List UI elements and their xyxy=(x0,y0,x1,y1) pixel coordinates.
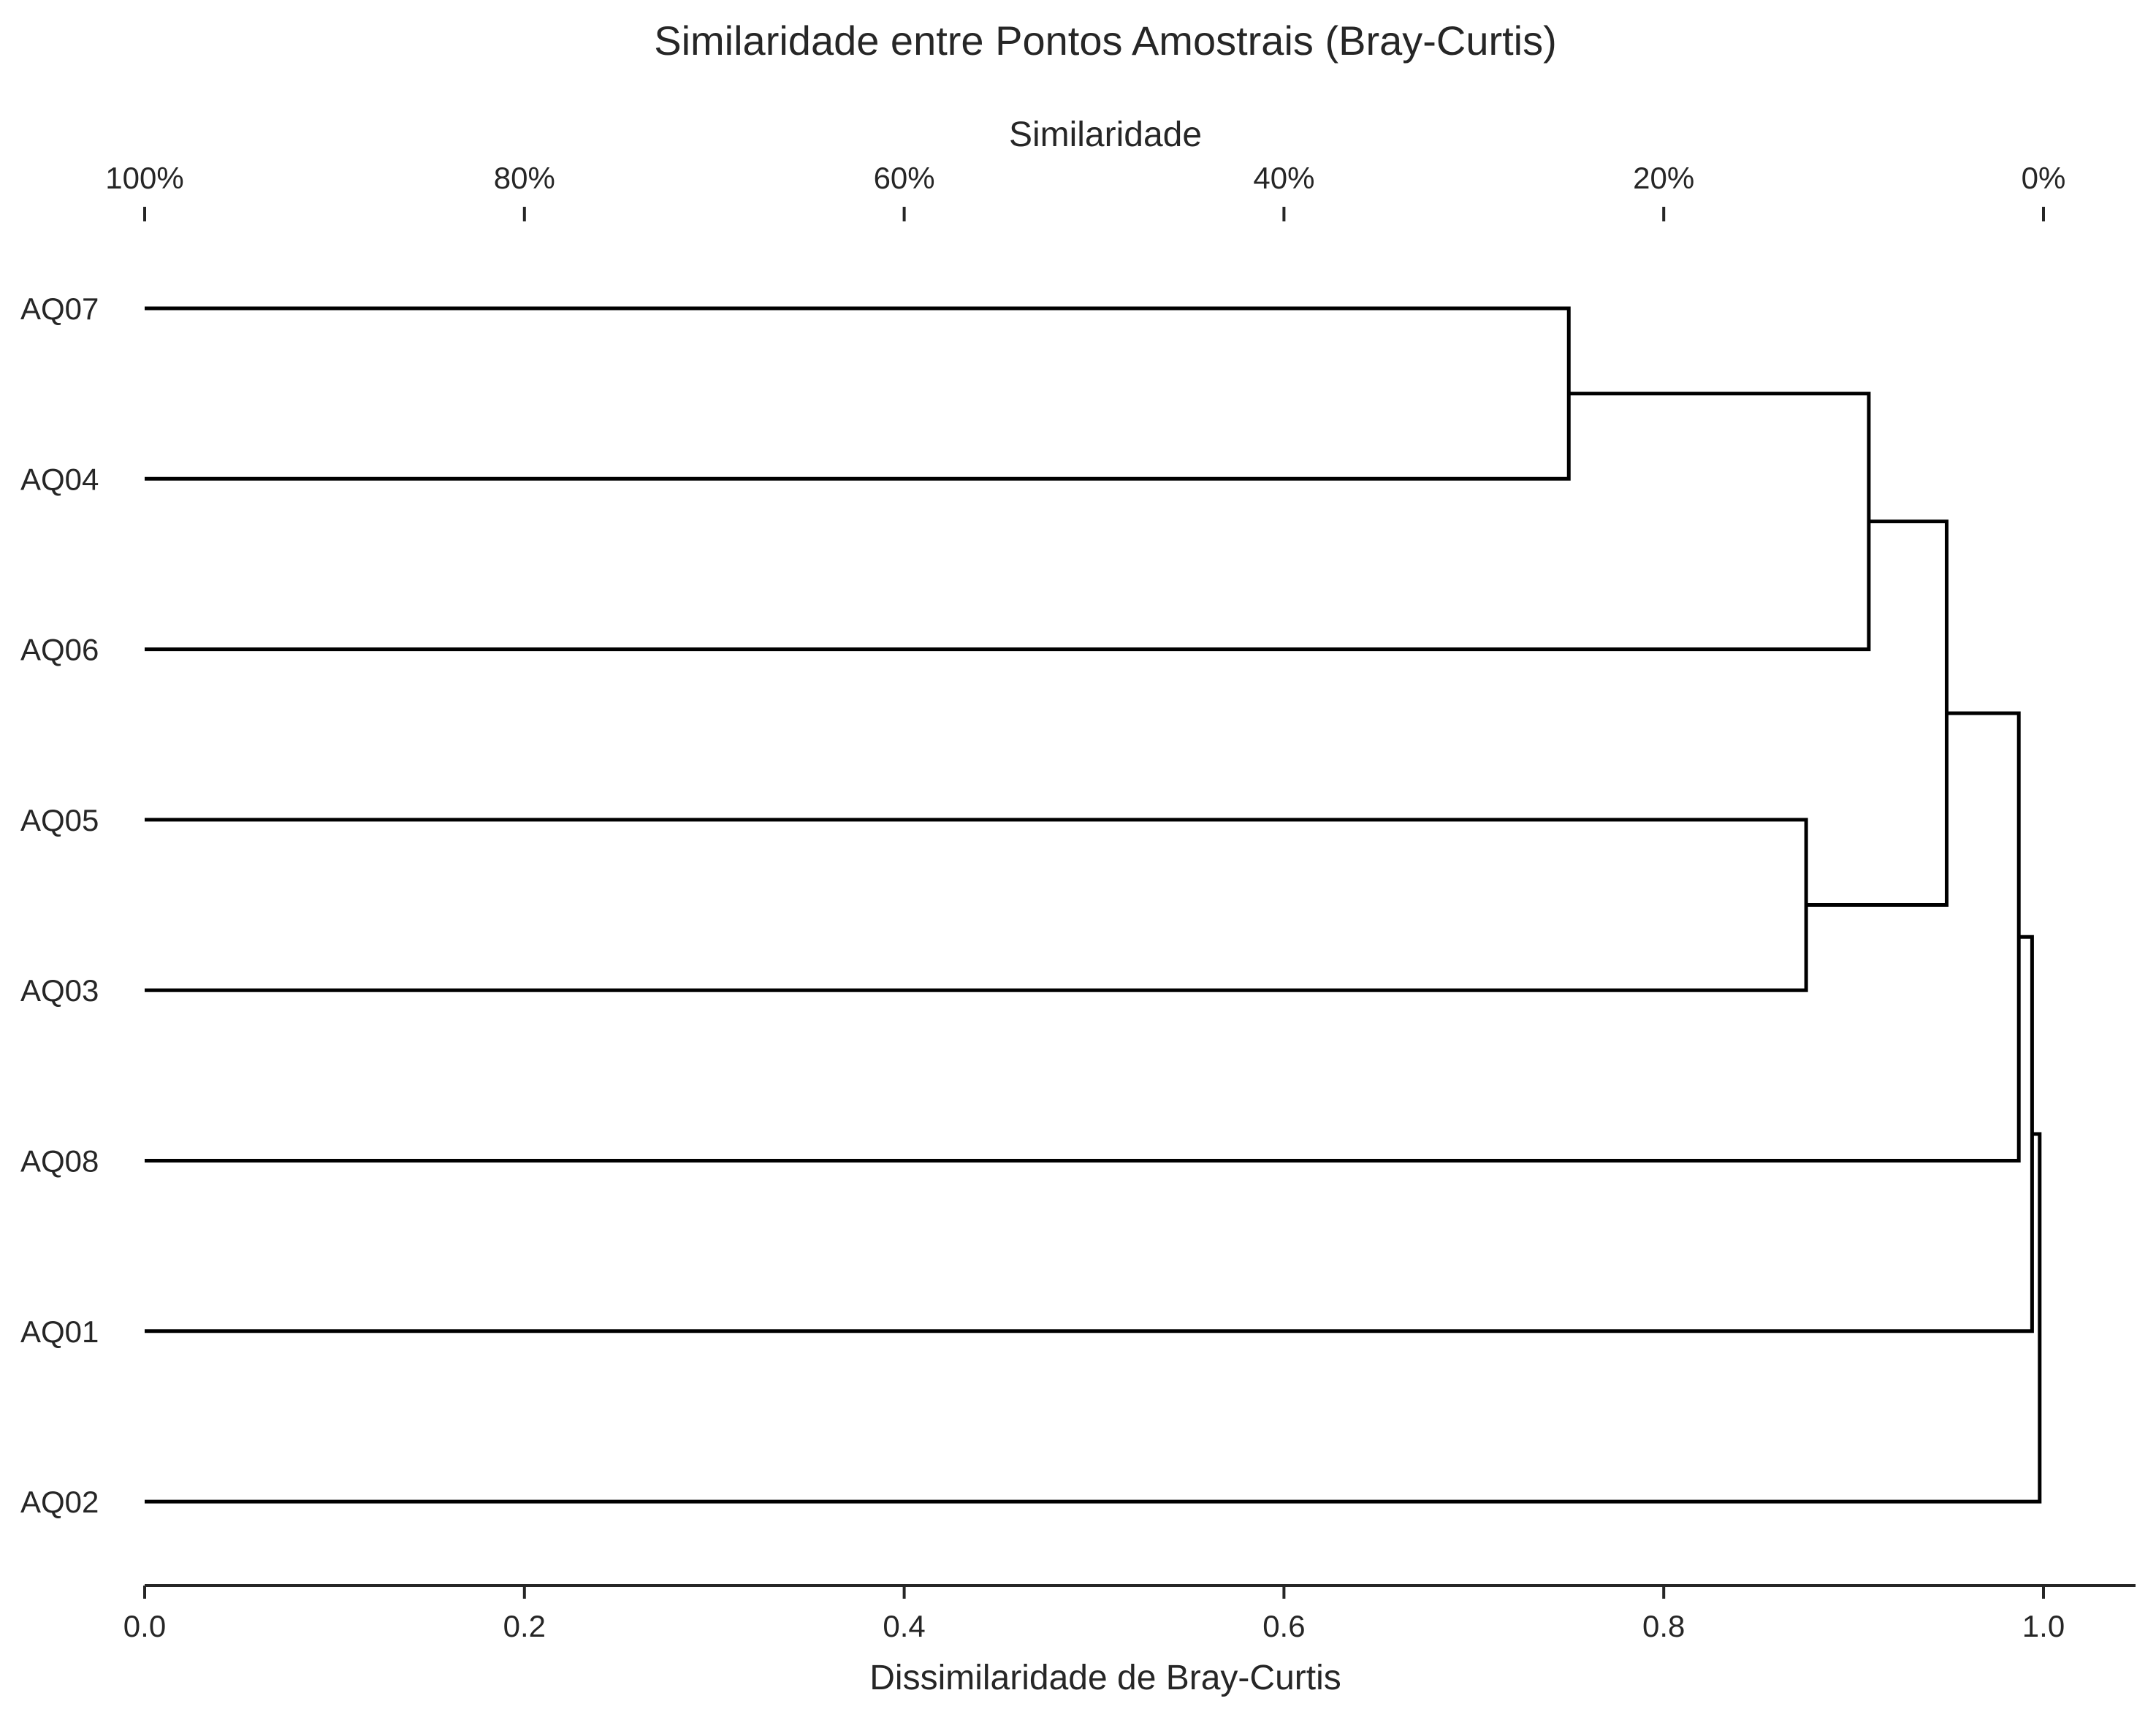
top-tick-label: 80% xyxy=(494,161,555,195)
dendrogram-link xyxy=(145,818,1808,992)
dendrogram-link xyxy=(145,306,1571,481)
dendrogram-link xyxy=(145,711,2021,1162)
top-tick-label: 40% xyxy=(1253,161,1314,195)
dendrogram-link xyxy=(145,1132,2042,1504)
leaf-label: AQ04 xyxy=(20,462,99,496)
leaf-label: AQ01 xyxy=(20,1314,99,1349)
leaf-label: AQ07 xyxy=(20,292,99,326)
x-tick-label: 0.2 xyxy=(503,1609,546,1643)
leaf-label: AQ05 xyxy=(20,803,99,837)
top-axis-ticks: 100% 80% 60% 40% 20% 0% xyxy=(105,161,2065,221)
x-tick-label: 0.6 xyxy=(1262,1609,1305,1643)
x-axis-ticks: 0.0 0.2 0.4 0.6 0.8 1.0 xyxy=(123,1586,2065,1643)
chart-title: Similaridade entre Pontos Amostrais (Bra… xyxy=(654,18,1557,64)
top-tick-label: 100% xyxy=(105,161,183,195)
leaf-label: AQ03 xyxy=(20,973,99,1008)
dendrogram-link xyxy=(145,392,1871,652)
x-axis-label: Dissimilaridade de Bray-Curtis xyxy=(869,1659,1341,1697)
leaf-label: AQ08 xyxy=(20,1144,99,1179)
x-tick-label: 0.8 xyxy=(1642,1609,1685,1643)
dendrogram-link xyxy=(145,935,2034,1333)
x-tick-label: 0.0 xyxy=(123,1609,166,1643)
top-tick-label: 0% xyxy=(2022,161,2066,195)
dendrogram-links xyxy=(145,306,2042,1504)
top-tick-label: 20% xyxy=(1633,161,1694,195)
leaf-label: AQ02 xyxy=(20,1485,99,1519)
leaf-labels: AQ07 AQ04 AQ06 AQ05 AQ03 AQ08 AQ01 AQ02 xyxy=(20,292,99,1519)
x-tick-label: 1.0 xyxy=(2022,1609,2065,1643)
top-axis-label: Similaridade xyxy=(1009,115,1202,154)
dendrogram-link xyxy=(1806,520,1949,907)
top-tick-label: 60% xyxy=(874,161,935,195)
x-tick-label: 0.4 xyxy=(883,1609,925,1643)
leaf-label: AQ06 xyxy=(20,633,99,667)
